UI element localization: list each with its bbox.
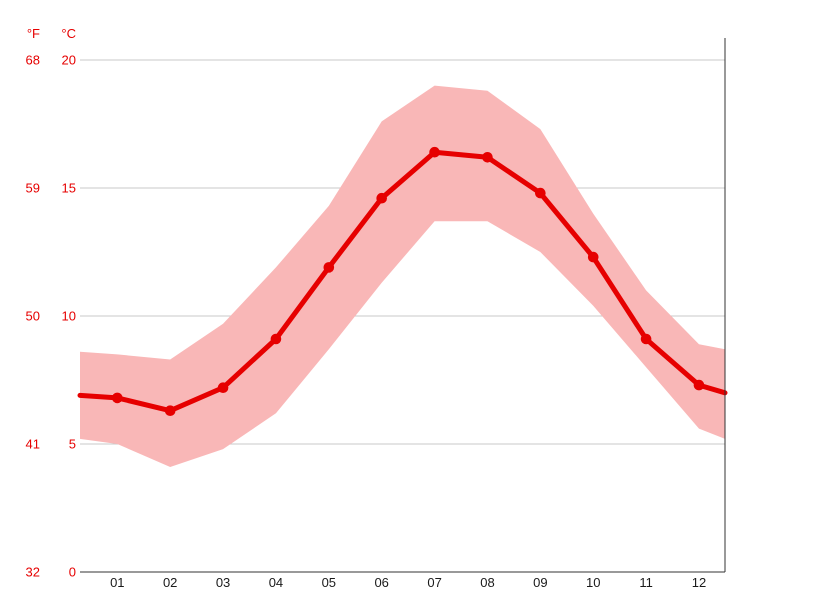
data-point-10 [587,251,599,263]
mean-temperature-line [77,149,728,414]
x-label-12: 12 [692,575,706,590]
x-label-09: 09 [533,575,547,590]
axis-label-c-5: 5 [69,437,76,452]
data-point-06 [376,192,388,204]
data-point-04 [270,333,282,345]
x-label-01: 01 [110,575,124,590]
data-point-05 [323,262,335,273]
axis-label-f-41: 41 [26,437,40,452]
x-label-11: 11 [639,575,653,590]
axis-label-c-20: 20 [62,53,76,68]
axis-label-f-50: 50 [26,309,40,324]
axis-label-c-15: 15 [62,181,76,196]
data-point-01 [112,392,123,404]
axis-label-f-59: 59 [26,181,40,196]
unit-label-celsius: °C [61,26,76,41]
unit-label-fahrenheit: °F [26,26,40,41]
x-label-02: 02 [163,575,177,590]
data-point-03 [217,382,229,394]
data-point-11 [640,333,652,345]
data-point-08 [482,152,493,163]
x-label-05: 05 [322,575,336,590]
x-label-07: 07 [427,575,441,590]
x-label-04: 04 [269,575,283,590]
data-point-12 [693,379,705,391]
x-label-08: 08 [480,575,494,590]
axis-label-f-32: 32 [26,565,40,580]
axis-label-c-0: 0 [69,565,76,580]
x-label-03: 03 [216,575,230,590]
data-point-09 [535,187,546,199]
axis-label-f-68: 68 [26,53,40,68]
axis-label-c-10: 10 [62,309,76,324]
data-point-02 [164,405,176,417]
x-label-06: 06 [374,575,388,590]
data-point-07 [429,146,440,158]
x-label-10: 10 [586,575,600,590]
